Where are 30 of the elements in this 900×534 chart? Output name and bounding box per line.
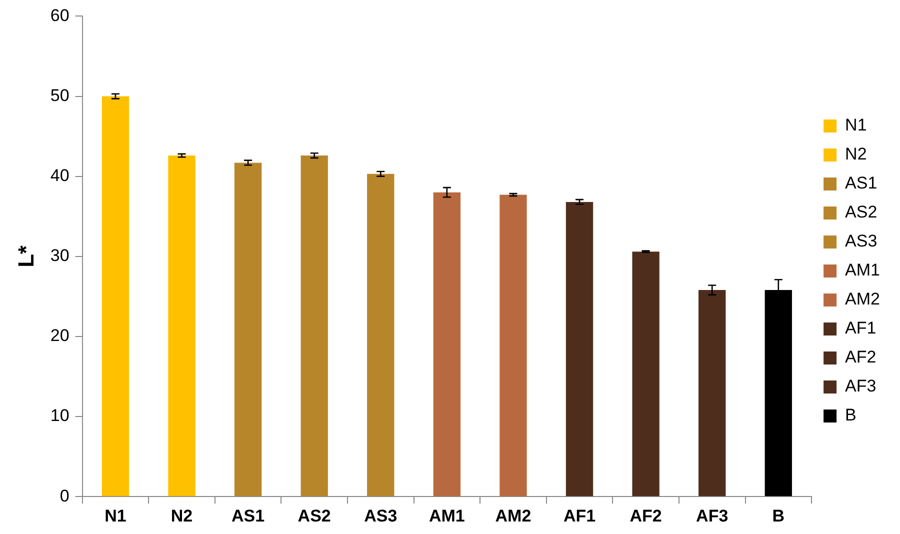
legend-label: N1 (845, 116, 867, 135)
y-tick-label: 10 (50, 406, 70, 426)
y-tick-label: 20 (50, 326, 70, 346)
legend-label: AM1 (845, 260, 880, 280)
x-tick-label: AF1 (563, 506, 596, 526)
legend-label: AF1 (845, 318, 876, 338)
x-tick-label: AS3 (364, 506, 398, 526)
x-tick-label: N1 (104, 506, 126, 526)
y-tick-label: 40 (50, 166, 70, 186)
legend-label: AF2 (845, 348, 876, 367)
x-tick-label: AM2 (495, 506, 532, 526)
x-tick-label: AS2 (298, 506, 331, 526)
y-axis-title: L* (13, 244, 38, 268)
x-tick-label: AF2 (630, 506, 662, 526)
legend-label: AM2 (845, 290, 880, 309)
x-tick-label: AS1 (232, 506, 265, 526)
legend-label: AS3 (845, 232, 878, 251)
x-tick-label: N2 (170, 506, 193, 526)
legend-label: B (845, 406, 856, 425)
y-tick-label: 30 (50, 246, 70, 266)
y-tick-label: 60 (50, 6, 70, 25)
y-tick-label: 0 (60, 486, 70, 506)
x-tick-label: AF3 (696, 506, 728, 526)
legend-label: AS1 (845, 174, 878, 193)
x-tick-label: B (772, 506, 785, 526)
legend-label: AS2 (845, 202, 878, 222)
legend-label: N2 (845, 144, 867, 164)
x-tick-label: AM1 (428, 506, 465, 526)
y-tick-label: 50 (50, 86, 70, 105)
legend-label: AF3 (845, 376, 876, 396)
